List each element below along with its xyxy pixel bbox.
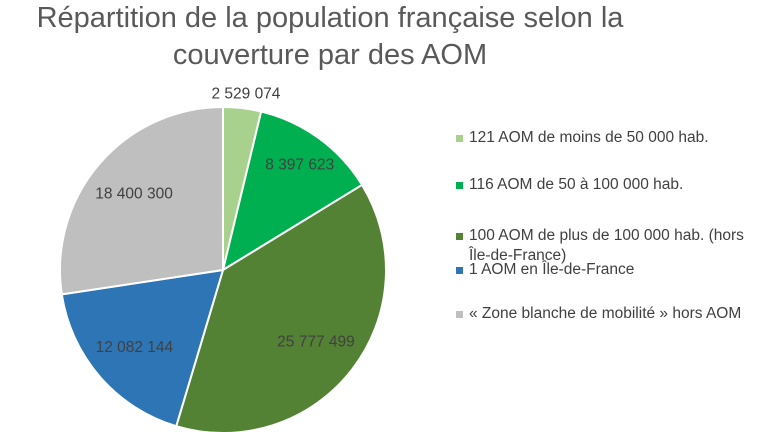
legend-swatch bbox=[456, 233, 463, 240]
pie-slice-4 bbox=[60, 268, 225, 428]
legend-label: 1 AOM en Île-de-France bbox=[469, 261, 635, 278]
legend-swatch bbox=[456, 267, 463, 274]
pie-slice-3 bbox=[174, 183, 387, 432]
legend-label: 116 AOM de 50 à 100 000 hab. bbox=[469, 176, 684, 193]
legend-label: 121 AOM de moins de 50 000 hab. bbox=[469, 129, 709, 146]
data-label-4: 12 082 144 bbox=[96, 339, 174, 356]
pie-slice-2 bbox=[221, 110, 364, 273]
chart-title-line-1: Répartition de la population française s… bbox=[36, 2, 624, 34]
legend-item-2: 116 AOM de 50 à 100 000 hab. bbox=[456, 175, 683, 195]
legend-swatch bbox=[456, 135, 463, 142]
legend-label: « Zone blanche de mobilité » hors AOM bbox=[469, 305, 742, 322]
legend-swatch bbox=[456, 311, 463, 318]
chart-title-line-2: couverture par des AOM bbox=[172, 39, 488, 71]
legend-item-3: 100 AOM de plus de 100 000 hab. (hors Îl… bbox=[456, 226, 768, 266]
legend-item-5: « Zone blanche de mobilité » hors AOM bbox=[456, 304, 741, 324]
legend-swatch bbox=[456, 182, 463, 189]
legend-item-4: 1 AOM en Île-de-France bbox=[456, 260, 634, 280]
legend-label: 100 AOM de plus de 100 000 hab. (hors Îl… bbox=[469, 227, 744, 264]
pie-slice-5 bbox=[59, 105, 224, 296]
data-label-3: 25 777 499 bbox=[277, 334, 355, 351]
data-label-2: 8 397 623 bbox=[265, 157, 334, 174]
legend-item-1: 121 AOM de moins de 50 000 hab. bbox=[456, 128, 709, 148]
data-label-5: 18 400 300 bbox=[95, 185, 173, 202]
data-label-1: 2 529 074 bbox=[211, 86, 280, 103]
